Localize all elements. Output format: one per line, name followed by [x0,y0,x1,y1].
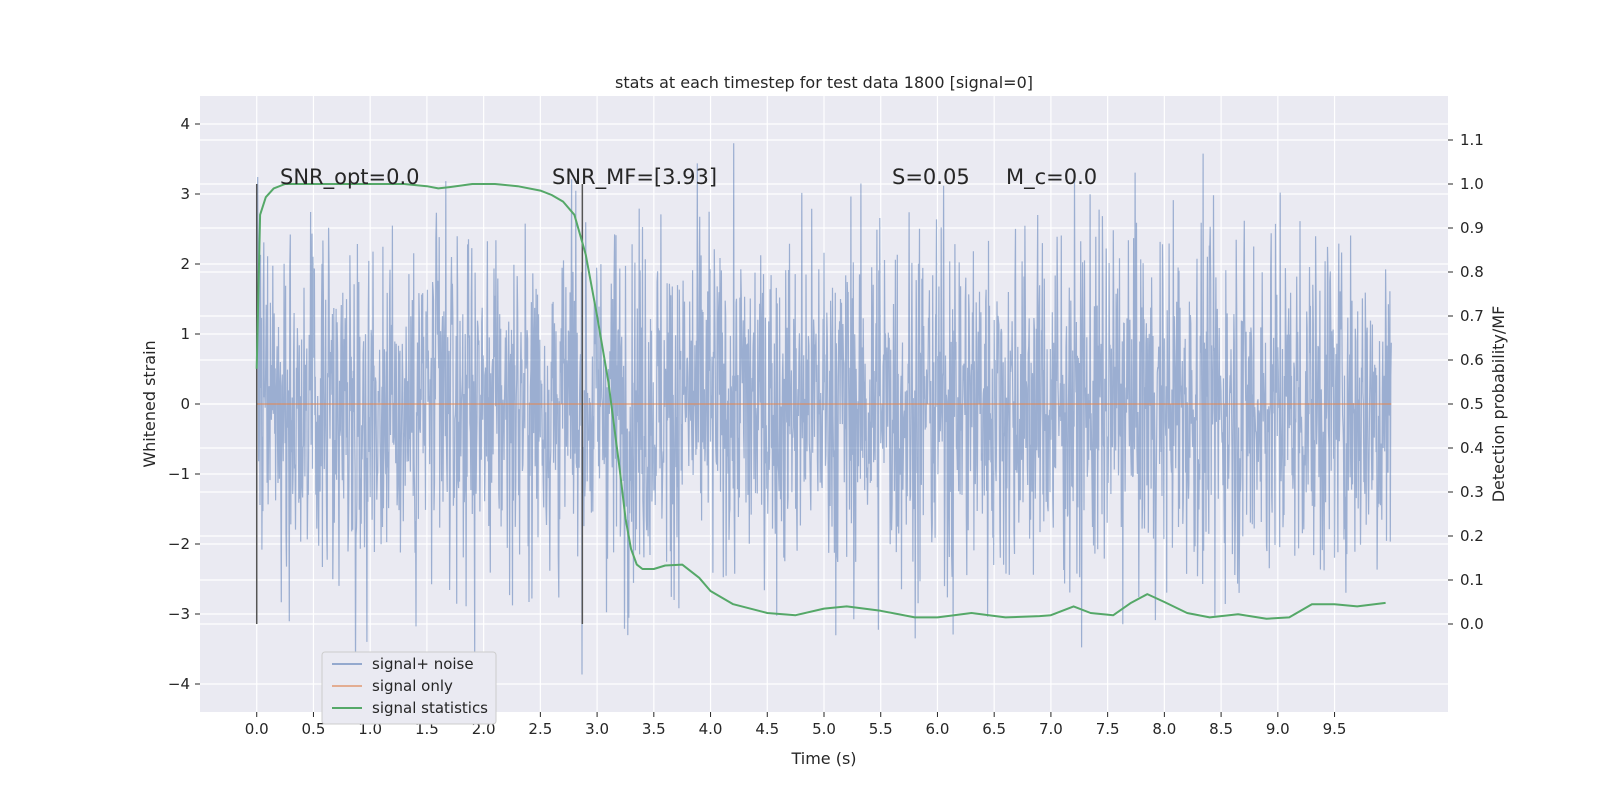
annotation-snr-opt: SNR_opt=0.0 [280,165,420,190]
y-right-tick-label: 0.7 [1460,307,1484,325]
y-right-tick-label: 1.0 [1460,175,1484,193]
signal-noise-line [256,143,1392,675]
x-tick-label: 8.0 [1152,720,1176,738]
legend-box [321,651,497,725]
y-left-tick-label: 2 [180,255,190,273]
series-signal-statistics [255,183,1386,620]
x-tick-label: 3.0 [585,720,609,738]
x-tick-label: 4.0 [699,720,723,738]
y-right-tick-label: 0.6 [1460,351,1484,369]
x-tick-label: 7.0 [1039,720,1063,738]
y-right-tick-label: 0.0 [1460,615,1484,633]
x-tick-label: 3.5 [642,720,666,738]
y-right-tick-label: 0.3 [1460,483,1484,501]
y-right-tick-label: 0.9 [1460,219,1484,237]
y-right-tick-label: 0.2 [1460,527,1484,545]
vertical-lines [255,184,584,624]
y-right-tick-label: 0.8 [1460,263,1484,281]
y-left-tick-label: 1 [180,325,190,343]
y-right-tick-label: 0.4 [1460,439,1484,457]
annotation-snr-mf: SNR_MF=[3.93] [552,165,717,190]
x-tick-label: 8.5 [1209,720,1233,738]
x-tick-label: 5.5 [869,720,893,738]
y-right-tick-label: 0.1 [1460,571,1484,589]
annotation-mc: M_c=0.0 [1006,165,1097,190]
x-tick-label: 7.5 [1096,720,1120,738]
legend-label-signal-statistics: signal statistics [372,699,488,717]
y-right-tick-label: 1.1 [1460,131,1484,149]
annotations: SNR_opt=0.0 SNR_MF=[3.93] S=0.05 M_c=0.0 [280,165,1097,190]
annotation-s: S=0.05 [892,165,970,189]
legend-label-signal-noise: signal+ noise [372,655,474,673]
x-tick-label: 0.5 [302,720,326,738]
legend-label-signal-only: signal only [372,677,453,695]
x-tick-label: 4.5 [755,720,779,738]
chart-title: stats at each timestep for test data 180… [615,73,1033,92]
x-tick-label: 0.0 [245,720,269,738]
y-left-tick-label: 0 [180,395,190,413]
x-tick-label: 5.0 [812,720,836,738]
legend: signal+ noise signal only signal statist… [321,651,497,725]
y-ticks-left: −4 −3 −2 −1 0 1 2 3 4 [168,115,200,693]
y-left-tick-label: −3 [168,605,190,623]
x-axis-label: Time (s) [790,749,856,768]
x-tick-label: 9.0 [1266,720,1290,738]
y-left-tick-label: −1 [168,465,190,483]
x-tick-label: 2.5 [528,720,552,738]
y-left-tick-label: 4 [180,115,190,133]
y-axis-label-left: Whitened strain [140,340,159,467]
y-left-tick-label: 3 [180,185,190,203]
series-signal-noise [256,143,1392,675]
y-left-tick-label: −2 [168,535,190,553]
y-right-tick-label: 0.5 [1460,395,1484,413]
y-axis-label-right: Detection probability/MF [1489,306,1508,503]
x-tick-label: 6.0 [926,720,950,738]
y-left-tick-label: −4 [168,675,190,693]
y-ticks-right: 0.0 0.1 0.2 0.3 0.4 0.5 0.6 0.7 0.8 0.9 1.0 1.1 [1448,131,1484,633]
x-ticks: 0.0 0.5 1.0 1.5 2.0 2.5 3.0 3.5 4.0 4.5 5.0 5.5 6.0 6… [245,712,1347,738]
x-tick-label: 9.5 [1323,720,1347,738]
x-tick-label: 6.5 [982,720,1006,738]
signal-statistics-line [255,183,1386,620]
